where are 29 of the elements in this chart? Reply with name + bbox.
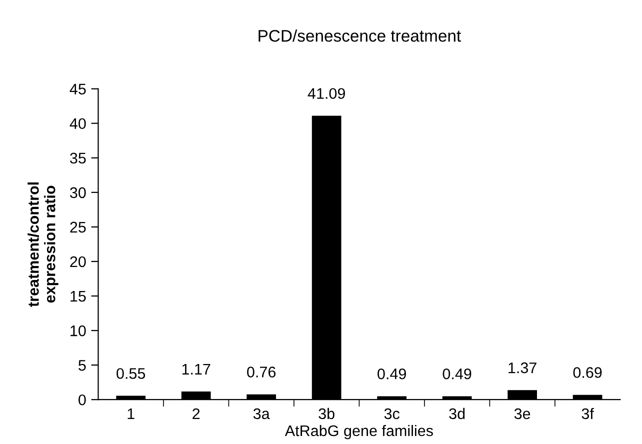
data-label: 0.55 bbox=[116, 368, 146, 379]
x-tick-label: 3d bbox=[449, 408, 465, 420]
x-tick-label: 3f bbox=[582, 408, 594, 420]
data-label: 0.69 bbox=[573, 367, 602, 378]
y-tick-label: 45 bbox=[70, 84, 86, 94]
x-axis-title: AtRabG gene families bbox=[284, 424, 433, 440]
data-label: 0.49 bbox=[442, 368, 472, 380]
data-label: 1.37 bbox=[508, 362, 536, 374]
data-label: 1.17 bbox=[182, 364, 210, 374]
y-tick-label: 35 bbox=[70, 152, 86, 164]
data-label: 41.09 bbox=[308, 88, 345, 99]
y-tick-label: 10 bbox=[70, 325, 86, 336]
y-tick-label: 40 bbox=[70, 118, 86, 130]
x-tick-label: 3e bbox=[514, 408, 530, 420]
y-tick-label: 5 bbox=[78, 360, 86, 371]
y-tick-label: 25 bbox=[70, 222, 86, 233]
y-tick-label: 20 bbox=[70, 256, 86, 268]
x-tick-label: 3b bbox=[318, 408, 334, 420]
y-axis-title: treatment/control expression ratio bbox=[28, 182, 58, 307]
x-tick-label: 2 bbox=[192, 408, 200, 420]
data-label: 0.49 bbox=[378, 368, 406, 380]
x-tick-label: 3a bbox=[253, 408, 270, 420]
y-tick-label: 0 bbox=[78, 394, 86, 406]
y-tick-label: 15 bbox=[70, 291, 86, 302]
chart-title: PCD/senescence treatment bbox=[258, 30, 461, 42]
x-tick-label: 3c bbox=[384, 408, 400, 420]
data-label: 0.76 bbox=[247, 366, 276, 378]
y-tick-label: 30 bbox=[70, 187, 86, 198]
x-tick-label: 1 bbox=[128, 408, 134, 420]
